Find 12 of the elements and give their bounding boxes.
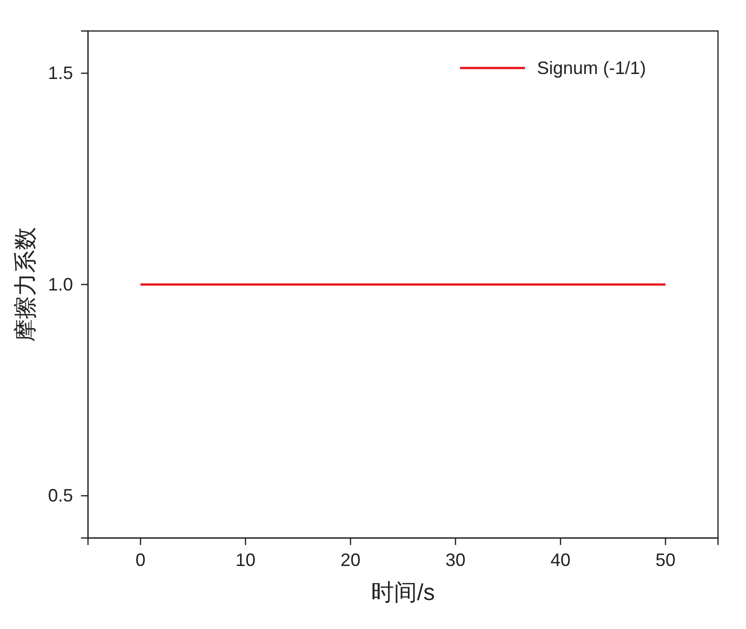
x-tick-label: 50 [655, 550, 676, 570]
x-tick-label: 10 [235, 550, 256, 570]
x-tick-label: 0 [135, 550, 146, 570]
y-axis-title: 摩擦力系数 [12, 227, 38, 342]
legend-label: Signum (-1/1) [537, 58, 646, 78]
y-tick-label: 0.5 [48, 486, 73, 506]
x-axis-title: 时间/s [371, 579, 435, 605]
y-tick-label: 1.5 [48, 63, 73, 84]
y-tick-label: 1.0 [48, 274, 73, 294]
x-tick-label: 20 [340, 550, 361, 570]
x-tick-label: 40 [550, 550, 571, 570]
x-tick-label: 30 [445, 550, 466, 570]
